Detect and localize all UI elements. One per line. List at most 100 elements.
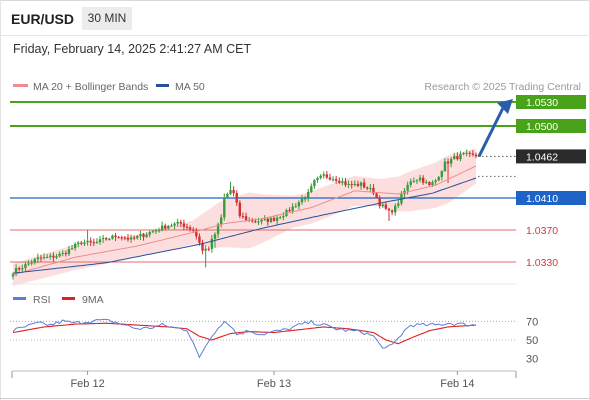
candle-body — [344, 181, 347, 185]
candle-body — [366, 187, 369, 189]
candle — [148, 230, 151, 238]
candle — [207, 246, 210, 252]
candle-body — [114, 235, 117, 238]
candle — [27, 260, 30, 266]
candle — [123, 235, 127, 241]
frame-left — [0, 0, 1, 400]
candle — [80, 240, 83, 246]
candle-body — [64, 253, 68, 255]
candle — [45, 254, 49, 259]
candle-body — [136, 236, 139, 239]
rsi-legend: RSI 9MA — [13, 294, 104, 306]
candle-body — [105, 238, 108, 240]
candle — [471, 150, 475, 157]
candle-body — [297, 202, 301, 207]
chart-datetime: Friday, February 14, 2025 2:41:27 AM CET — [13, 42, 252, 56]
candle — [275, 214, 279, 225]
candle — [303, 195, 307, 203]
candle — [434, 178, 437, 186]
candle — [443, 158, 447, 173]
candle-body — [279, 217, 282, 219]
support-level-label: 1.0330 — [526, 257, 558, 269]
price-levels — [10, 101, 516, 263]
candle — [347, 180, 350, 189]
candle-body — [232, 189, 235, 194]
candle-body — [226, 193, 229, 198]
ma20-legend-swatch — [13, 84, 28, 87]
candle-body — [347, 184, 350, 186]
candle-body — [45, 256, 49, 258]
candle — [219, 214, 223, 228]
candle-body — [372, 187, 375, 194]
candle — [241, 212, 245, 219]
resistance-level-label: 1.0530 — [526, 97, 558, 109]
candle-body — [474, 154, 478, 157]
candle — [372, 184, 375, 196]
candle — [319, 174, 322, 180]
timeframe-button[interactable]: 30 MIN — [82, 7, 132, 30]
candle-body — [415, 180, 419, 182]
candle-body — [440, 171, 444, 178]
candle-body — [179, 221, 182, 224]
candle-body — [350, 184, 353, 186]
candle — [437, 175, 440, 182]
candle — [105, 237, 108, 241]
research-credit: Research © 2025 Trading Central — [424, 81, 581, 93]
candle — [412, 177, 416, 183]
support-level-label: 1.0370 — [526, 225, 558, 237]
candle-body — [192, 229, 195, 231]
candle-body — [201, 242, 204, 251]
candle — [160, 221, 164, 232]
candle-body — [303, 198, 307, 200]
candle — [73, 242, 77, 251]
resistance-level-label: 1.0500 — [526, 121, 558, 133]
ma50-line — [12, 177, 477, 274]
candle-body — [238, 202, 242, 217]
candle — [440, 170, 444, 181]
candle — [418, 174, 422, 183]
candle — [145, 232, 148, 239]
candle — [406, 181, 409, 195]
candle — [328, 173, 332, 181]
candle-body — [210, 238, 214, 249]
candle-body — [73, 243, 77, 249]
candle — [42, 253, 46, 260]
candle-body — [353, 183, 357, 186]
candle-body — [241, 216, 245, 218]
candle-body — [443, 161, 447, 172]
candle-body — [132, 237, 136, 239]
resistance-level-box — [516, 95, 586, 109]
candle — [170, 223, 173, 227]
candle — [195, 228, 198, 240]
candle — [86, 230, 89, 246]
candle — [164, 223, 167, 231]
candle-body — [142, 234, 145, 237]
candle-body — [384, 204, 388, 209]
x-axis-label: Feb 12 — [70, 378, 104, 390]
ma20-legend-label: MA 20 + Bollinger Bands — [33, 81, 148, 93]
candle-body — [188, 227, 192, 230]
candle-body — [86, 240, 89, 243]
resistance-level-box — [516, 119, 586, 133]
candle — [204, 245, 207, 268]
candle-body — [378, 197, 381, 206]
candle-body — [195, 230, 198, 237]
candle-body — [257, 221, 260, 223]
candle — [210, 234, 214, 253]
candle-body — [55, 256, 58, 258]
candle-body — [462, 153, 465, 155]
candle-body — [334, 179, 338, 181]
candle — [297, 200, 301, 210]
candle — [142, 232, 145, 241]
candle — [238, 200, 242, 219]
candle — [356, 180, 360, 188]
candle — [58, 251, 61, 258]
candle — [465, 149, 468, 157]
candle-body — [434, 180, 437, 183]
rsi-legend-swatch — [13, 297, 26, 300]
candle — [350, 180, 353, 189]
candle — [114, 232, 117, 242]
candle — [89, 237, 92, 247]
candle — [232, 186, 235, 197]
